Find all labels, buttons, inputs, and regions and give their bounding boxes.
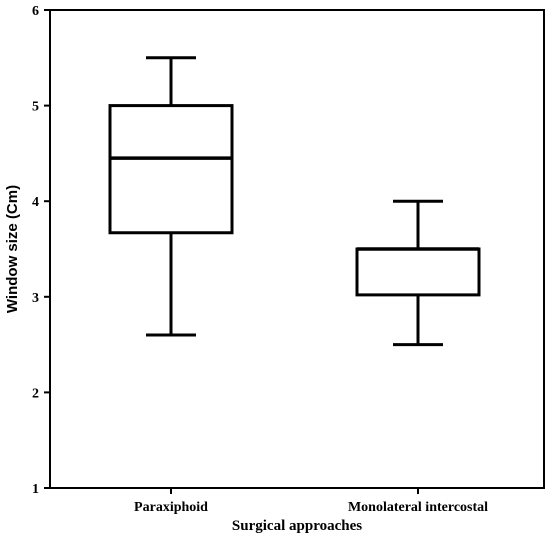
y-tick-label: 4 — [32, 195, 39, 210]
y-tick-label: 6 — [32, 4, 39, 19]
iqr-box — [108, 104, 234, 235]
y-tick-label: 5 — [32, 100, 39, 115]
x-axis-title: Surgical approaches — [232, 518, 362, 534]
x-tick-label: Paraxiphoid — [134, 500, 208, 515]
y-axis-ticks: 1 2 3 4 5 6 — [32, 4, 50, 497]
y-tick-label: 2 — [32, 386, 39, 401]
y-tick-label: 1 — [32, 482, 39, 497]
y-axis-title: Window size (Cm) — [4, 185, 21, 313]
plot-frame — [49, 9, 545, 489]
x-axis-ticks: Paraxiphoid Monolateral intercostal — [134, 488, 488, 515]
plot-area — [49, 9, 545, 489]
x-tick-label: Monolateral intercostal — [348, 500, 488, 515]
box-2 — [355, 199, 481, 347]
y-tick-label: 3 — [32, 291, 39, 306]
iqr-box — [355, 247, 481, 297]
boxes — [108, 56, 481, 347]
box-1 — [108, 56, 234, 337]
